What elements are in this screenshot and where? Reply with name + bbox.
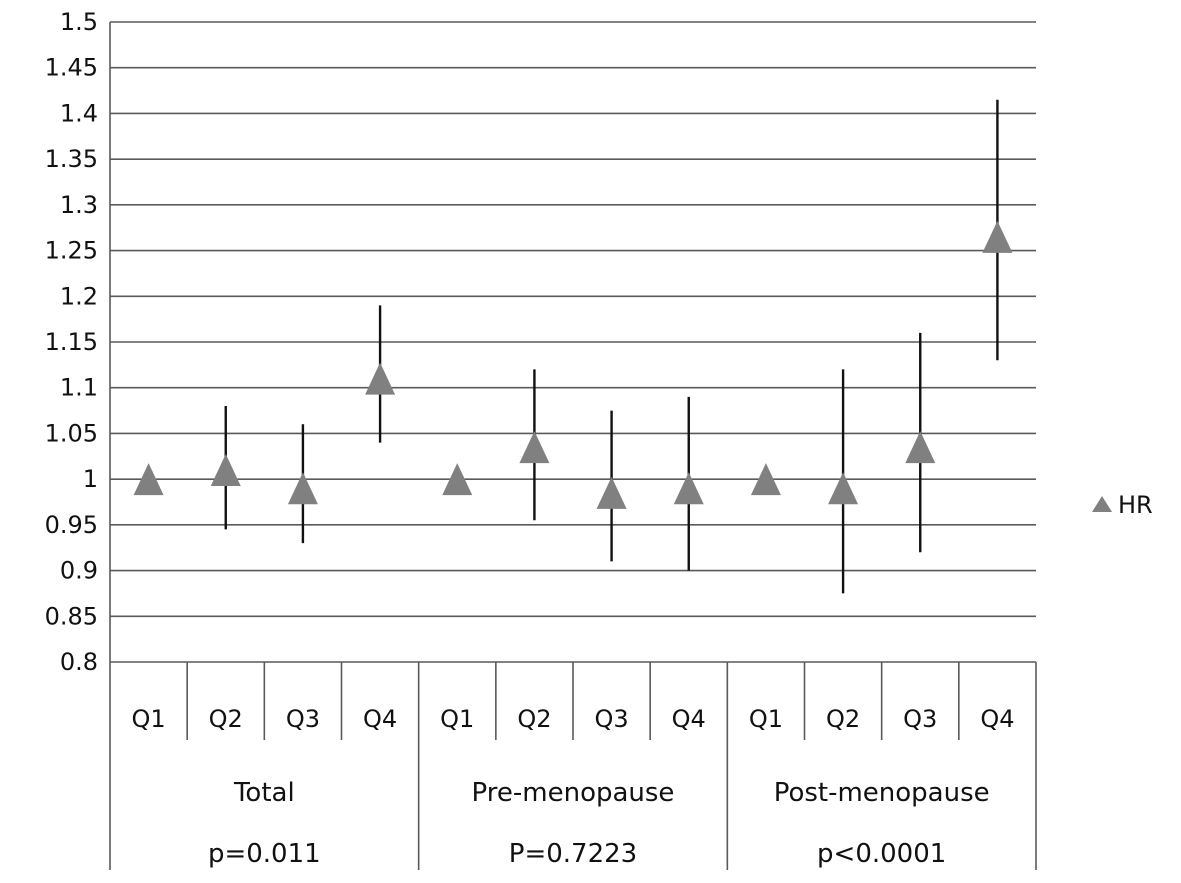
x-category-label: Q2 <box>517 705 551 733</box>
legend: HR <box>1092 491 1153 519</box>
hr-marker <box>365 362 396 395</box>
y-tick-label: 1 <box>83 465 98 493</box>
y-tick-label: 1.3 <box>60 191 98 219</box>
y-tick-label: 1.1 <box>60 374 98 402</box>
y-tick-label: 1.35 <box>45 145 98 173</box>
group-pvalue: p<0.0001 <box>817 839 946 869</box>
x-category-label: Q3 <box>903 705 937 733</box>
x-category-label: Q4 <box>980 705 1014 733</box>
x-category-label: Q1 <box>749 705 783 733</box>
x-category-label: Q4 <box>363 705 397 733</box>
group-label: Post-menopause <box>774 778 990 808</box>
y-tick-label: 1.05 <box>45 419 98 447</box>
gridlines <box>110 21 1036 663</box>
x-category-label: Q1 <box>440 705 474 733</box>
y-axis-ticks: 0.8 0.85 0.9 0.95 1 1.05 1.1 1.15 1.2 1.25 1.3 1.35… <box>45 8 98 676</box>
hr-marker <box>828 472 859 505</box>
x-category-label: Q4 <box>672 705 706 733</box>
group-label: Pre-menopause <box>472 778 675 808</box>
y-tick-label: 0.95 <box>45 511 98 539</box>
hr-marker <box>750 463 781 496</box>
x-category-label: Q3 <box>286 705 320 733</box>
group-pvalue: p=0.011 <box>208 839 321 869</box>
legend-marker <box>1092 496 1112 512</box>
hr-marker <box>596 476 627 509</box>
y-tick-label: 1.5 <box>60 8 98 36</box>
legend-label-hr: HR <box>1118 491 1153 519</box>
y-tick-label: 1.15 <box>45 328 98 356</box>
hr-marker <box>133 463 164 496</box>
hr-marker <box>210 454 241 486</box>
y-tick-label: 1.45 <box>45 54 98 82</box>
y-tick-label: 1.4 <box>60 99 98 127</box>
y-tick-label: 0.9 <box>60 557 98 585</box>
y-tick-label: 1.25 <box>45 237 98 265</box>
group-labels: Total p=0.011 Pre-menopause P=0.7223 Post-me… <box>208 778 990 869</box>
y-tick-label: 0.8 <box>60 648 98 676</box>
axes <box>109 22 1037 870</box>
y-tick-label: 0.85 <box>45 602 98 630</box>
group-label: Total <box>233 778 295 808</box>
category-labels: Q1 Q2 Q3 Q4 Q1 Q2 Q3 Q4 Q1 Q2 Q3 Q4 <box>131 705 1014 733</box>
x-category-label: Q2 <box>209 705 243 733</box>
hr-marker <box>519 431 550 464</box>
x-category-label: Q2 <box>826 705 860 733</box>
hr-marker <box>905 431 936 464</box>
y-tick-label: 1.2 <box>60 282 98 310</box>
hr-marker <box>287 472 318 505</box>
hr-marker <box>673 472 704 505</box>
hr-marker <box>982 220 1013 253</box>
x-category-label: Q3 <box>594 705 628 733</box>
hr-markers <box>133 220 1013 509</box>
error-bars <box>224 99 999 594</box>
x-category-label: Q1 <box>131 705 165 733</box>
group-pvalue: P=0.7223 <box>509 839 637 869</box>
hr-marker <box>442 463 473 496</box>
